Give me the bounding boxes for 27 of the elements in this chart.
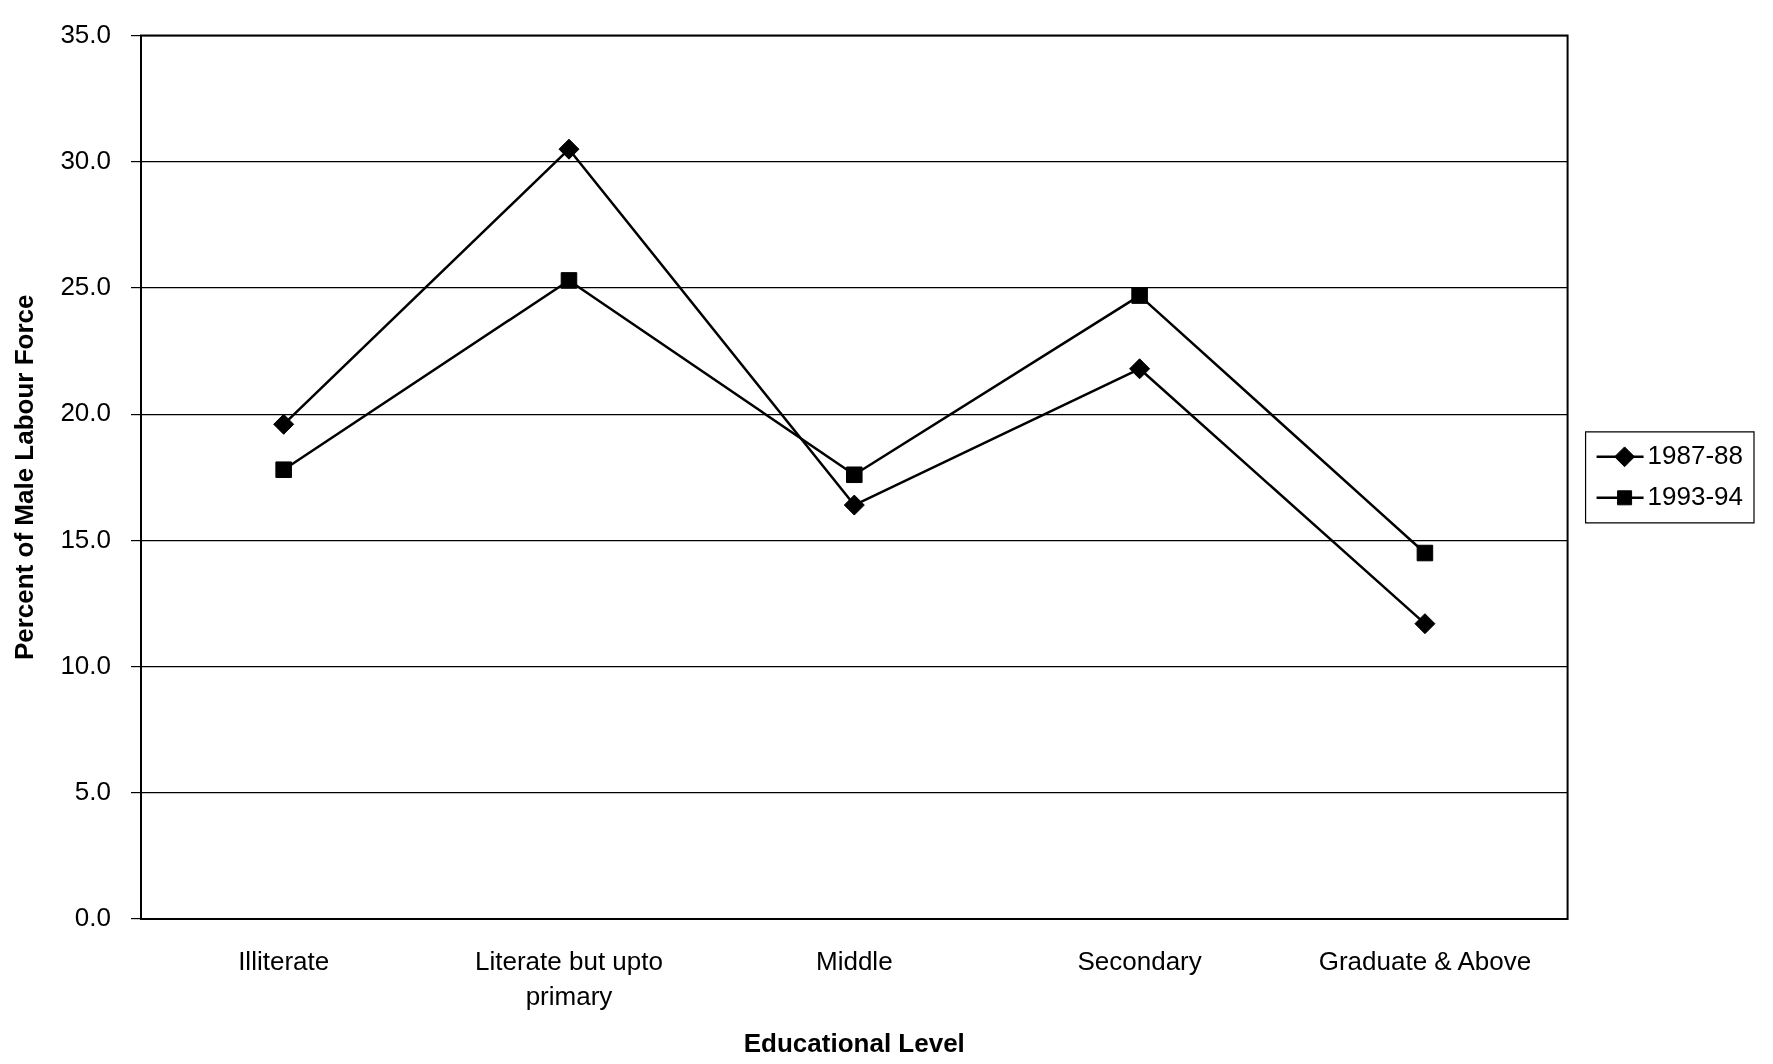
x-tick-label: Illiterate [238, 945, 330, 976]
y-tick-label: 25.0 [60, 271, 111, 302]
point [273, 413, 295, 435]
point [1414, 613, 1436, 635]
x-tick-label: Literate but upto primary [475, 945, 663, 1011]
legend-label: 1993-94 [1647, 480, 1743, 511]
y-tick-label: 35.0 [60, 18, 111, 49]
point [275, 461, 292, 479]
point [560, 272, 578, 289]
y-tick-label: 10.0 [60, 649, 111, 680]
point [1416, 544, 1434, 562]
y-tick-label: 5.0 [74, 775, 111, 806]
y-axis-title: Percent of Male Labour Force [8, 294, 39, 661]
point [843, 494, 865, 516]
y-tick-label: 0.0 [74, 902, 111, 933]
x-tick-label: Graduate & Above [1318, 945, 1532, 976]
x-axis-title: Educational Level [743, 1027, 965, 1058]
x-tick-label: Secondary [1077, 945, 1202, 976]
point [846, 466, 863, 484]
y-tick-label: 20.0 [60, 397, 111, 428]
x-tick-label: Middle [815, 945, 893, 976]
legend-label: 1987-88 [1647, 439, 1743, 470]
y-tick-label: 30.0 [60, 144, 111, 175]
point [558, 138, 580, 160]
y-tick-label: 15.0 [60, 523, 111, 554]
point [1129, 358, 1151, 380]
point [1131, 287, 1148, 304]
